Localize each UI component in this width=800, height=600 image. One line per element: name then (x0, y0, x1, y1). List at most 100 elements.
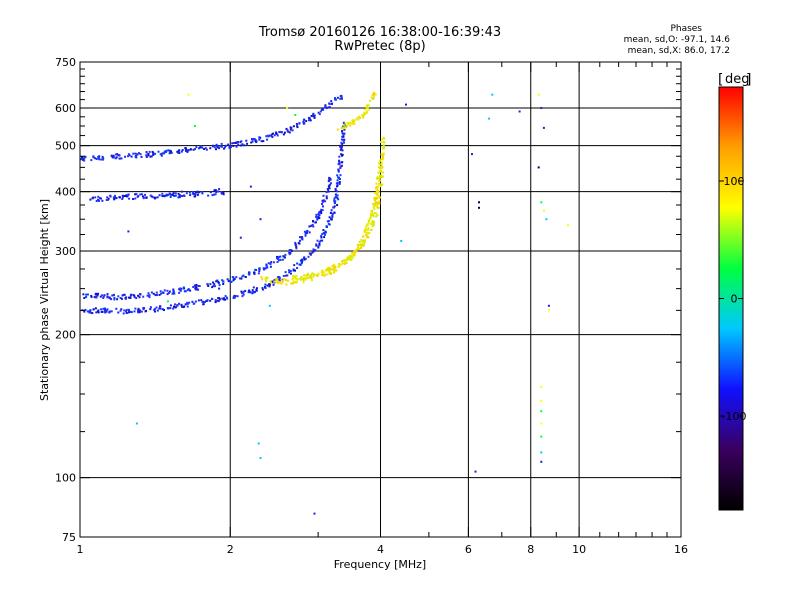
x-mode-echo-point (292, 277, 295, 280)
o-mode-echo-point (303, 122, 306, 125)
o-mode-echo-point (278, 279, 281, 282)
o-mode-echo-point (271, 133, 274, 136)
x-mode-echo-point (379, 141, 382, 143)
x-mode-echo-point (359, 116, 362, 119)
o-mode-echo-point (163, 152, 165, 155)
o-mode-echo-point (159, 153, 162, 156)
x-mode-echo-point (342, 262, 344, 265)
y-tick-label: 75 (62, 531, 76, 544)
o-mode-echo-point (329, 183, 331, 186)
o-mode-echo-point (339, 174, 342, 177)
o-mode-echo-point (186, 301, 189, 304)
o-mode-echo-point (82, 157, 85, 160)
chart-title: Tromsø 20160126 16:38:00-16:39:43 (258, 25, 502, 40)
scattered-echo-point (249, 185, 252, 188)
x-mode-echo-point (365, 225, 367, 228)
o-mode-echo-point (207, 285, 210, 287)
o-mode-echo-point (84, 308, 87, 311)
o-mode-echo-point (154, 294, 157, 297)
o-mode-echo-point (209, 147, 212, 150)
o-mode-echo-point (182, 286, 185, 289)
o-mode-echo-point (245, 139, 248, 142)
o-mode-echo-point (325, 231, 327, 234)
x-mode-echo-point (376, 177, 378, 180)
o-mode-echo-point (330, 217, 333, 220)
o-mode-echo-point (289, 272, 292, 275)
o-mode-echo-point (172, 192, 175, 195)
x-mode-echo-point (371, 98, 374, 100)
o-mode-echo-point (254, 290, 256, 293)
o-mode-echo-point (147, 153, 150, 156)
o-mode-echo-point (161, 195, 164, 198)
x-mode-echo-point (316, 274, 319, 277)
x-mode-echo-point (371, 225, 374, 228)
o-mode-echo-point (267, 262, 270, 265)
x-mode-echo-point (351, 252, 353, 254)
scattered-echo-point (127, 230, 130, 233)
o-mode-echo-point (111, 294, 114, 297)
x-mode-echo-point (370, 96, 373, 99)
o-mode-echo-point (152, 151, 155, 154)
o-mode-echo-point (193, 195, 196, 198)
o-mode-echo-point (294, 241, 297, 244)
o-mode-echo-point (303, 230, 306, 233)
o-mode-echo-point (318, 211, 321, 214)
o-mode-echo-point (282, 133, 285, 136)
o-mode-echo-point (218, 298, 221, 301)
scattered-echo-point (540, 201, 543, 204)
o-mode-echo-point (279, 258, 282, 261)
o-mode-echo-point (340, 164, 343, 167)
o-mode-echo-point (123, 309, 126, 312)
o-mode-echo-point (275, 132, 278, 135)
o-mode-echo-point (339, 97, 342, 100)
o-mode-echo-point (300, 262, 303, 265)
o-mode-echo-point (139, 153, 142, 156)
o-mode-echo-point (95, 296, 98, 299)
o-mode-echo-point (298, 263, 301, 266)
o-mode-echo-point (303, 118, 306, 121)
o-mode-echo-point (194, 193, 197, 196)
o-mode-echo-point (168, 290, 171, 293)
o-mode-echo-point (148, 295, 151, 298)
x-mode-echo-point (374, 192, 376, 194)
o-mode-echo-point (102, 307, 105, 310)
o-mode-echo-point (179, 289, 182, 292)
o-mode-echo-point (97, 156, 100, 158)
o-mode-echo-point (171, 292, 174, 295)
o-mode-echo-point (307, 116, 310, 119)
x-mode-echo-point (376, 201, 379, 204)
o-mode-echo-point (196, 190, 199, 193)
x-mode-echo-point (369, 214, 372, 217)
o-mode-echo-point (188, 191, 191, 194)
x-mode-echo-point (353, 254, 356, 257)
x-mode-echo-point (264, 278, 267, 281)
o-mode-echo-point (137, 308, 140, 311)
o-mode-echo-point (125, 308, 128, 311)
o-mode-echo-point (186, 305, 189, 308)
o-mode-echo-point (104, 311, 107, 314)
o-mode-echo-point (203, 148, 206, 150)
o-mode-echo-point (150, 195, 153, 198)
o-mode-echo-point (317, 245, 320, 248)
x-mode-echo-point (352, 119, 355, 122)
o-mode-echo-point (261, 288, 264, 291)
colorbar-bracket-right: ] (746, 72, 751, 88)
o-mode-echo-point (167, 307, 170, 310)
o-mode-echo-point (293, 264, 296, 267)
o-mode-echo-point (282, 275, 285, 277)
o-mode-echo-point (173, 292, 176, 295)
o-mode-echo-point (177, 192, 180, 195)
o-mode-echo-point (139, 293, 142, 296)
x-mode-echo-point (382, 153, 385, 156)
o-mode-echo-point (228, 145, 231, 148)
o-mode-echo-point (303, 256, 306, 259)
o-mode-echo-point (320, 236, 323, 239)
o-mode-echo-point (98, 199, 100, 202)
o-mode-echo-point (334, 187, 337, 190)
x-mode-echo-point (365, 229, 368, 232)
o-mode-echo-point (201, 192, 204, 195)
o-mode-echo-point (152, 292, 155, 295)
o-mode-echo-point (271, 280, 274, 283)
x-mode-echo-point (377, 206, 380, 209)
o-mode-echo-point (342, 135, 345, 138)
